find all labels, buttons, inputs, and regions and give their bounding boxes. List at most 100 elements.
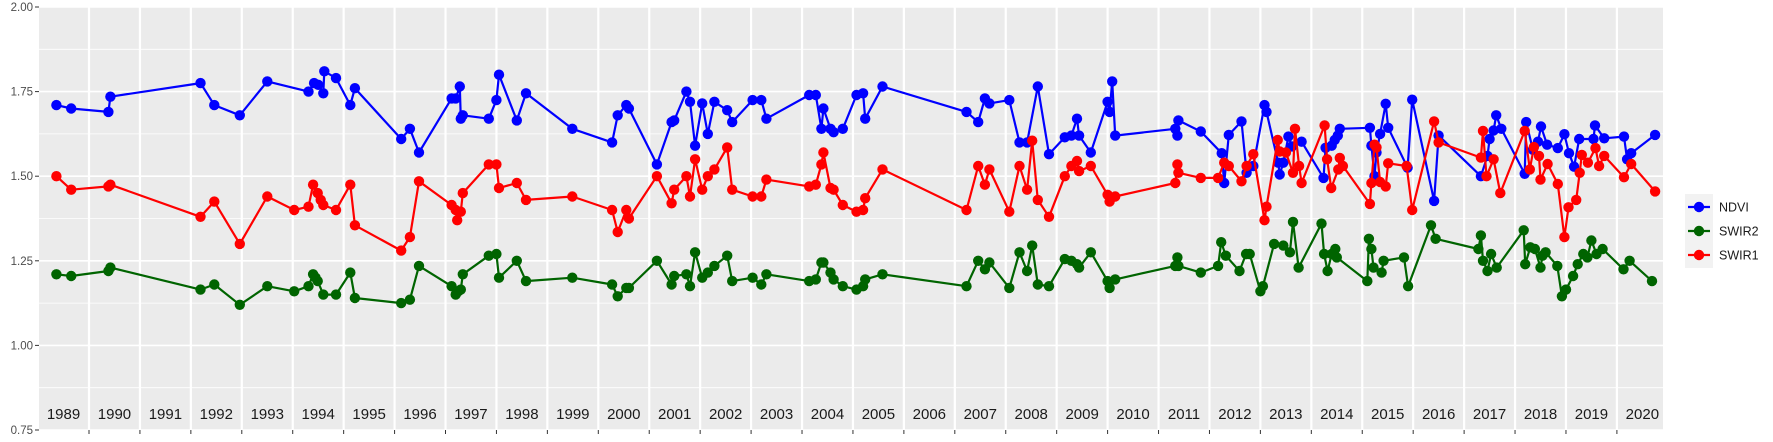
ndvi-point — [1588, 133, 1599, 145]
y-tick-label: 1.25 — [11, 256, 33, 268]
year-label: 1996 — [403, 406, 436, 423]
swir2-point — [1172, 252, 1183, 263]
swir1-point — [1173, 167, 1184, 178]
swir2-point — [961, 281, 972, 292]
swir2-point — [681, 269, 692, 280]
ndvi-point — [1563, 148, 1575, 159]
ndvi-point — [860, 113, 871, 124]
swir2-point — [722, 250, 733, 261]
swir2-point — [1425, 220, 1437, 231]
ndvi-point — [1535, 121, 1547, 132]
ndvi-point — [756, 94, 767, 106]
ndvi-point — [318, 88, 329, 99]
swir2-point — [520, 275, 532, 287]
swir2-point — [666, 279, 677, 290]
swir2-point — [877, 269, 888, 280]
ndvi-point — [727, 116, 738, 128]
legend-item-ndvi[interactable]: NDVI — [1688, 201, 1749, 215]
ndvi-point — [1102, 96, 1113, 108]
ndvi-point — [1334, 123, 1346, 134]
swir2-point — [1316, 218, 1327, 229]
swir1-point — [1337, 160, 1349, 172]
ndvi-point — [493, 69, 505, 80]
swir2-point — [1278, 240, 1289, 251]
ndvi-point — [491, 94, 502, 106]
swir1-point — [1261, 201, 1272, 212]
ndvi-point — [105, 91, 116, 102]
swir2-point — [606, 279, 618, 290]
swir1-point — [818, 147, 829, 158]
ndvi-point — [1071, 113, 1083, 124]
swir1-point — [1590, 142, 1601, 154]
swir1-point — [493, 182, 505, 194]
ndvi-point — [623, 103, 635, 114]
swir2-point — [828, 274, 839, 285]
swir2-point — [1195, 267, 1207, 278]
swir1-point — [511, 177, 522, 189]
ndvi-point — [1066, 130, 1077, 141]
legend[interactable]: NDVI SWIR2 SWIR1 — [1685, 194, 1759, 268]
swir2-point — [1624, 255, 1635, 266]
swir2-point — [1567, 270, 1579, 282]
ndvi-point — [1649, 129, 1661, 141]
swir2-point — [567, 272, 578, 283]
swir1-point — [1212, 172, 1224, 184]
swir2-point — [491, 248, 502, 260]
year-label: 2013 — [1269, 406, 1302, 423]
swir2-point — [1004, 282, 1015, 294]
swir2-point — [413, 260, 425, 272]
axes: 0.75 1.00 1.25 1.50 1.75 2.00 — [11, 2, 1618, 437]
ndvi-point — [761, 113, 772, 124]
swir1-point — [1380, 181, 1391, 192]
ndvi-point — [1407, 94, 1418, 105]
swir1-point — [1004, 206, 1015, 217]
swir2-point — [689, 247, 701, 258]
ndvi-point — [1073, 130, 1085, 141]
ndvi-point — [1559, 129, 1570, 140]
swir1-point — [1626, 158, 1637, 170]
swir2-point — [66, 270, 77, 282]
ndvi-point — [330, 72, 342, 84]
swir1-point — [961, 204, 972, 216]
ndvi-point — [396, 133, 407, 145]
year-label: 2019 — [1575, 406, 1608, 423]
legend-item-swir2[interactable]: SWIR2 — [1688, 225, 1759, 239]
ndvi-point — [1318, 172, 1329, 184]
swir2-point — [1014, 247, 1025, 258]
ndvi-point — [262, 76, 273, 87]
swir2-point — [1368, 262, 1379, 273]
swir1-point — [689, 154, 701, 165]
swir1-point — [709, 164, 720, 175]
ndvi-point — [457, 110, 468, 121]
swir1-point — [195, 211, 206, 222]
ndvi-point — [857, 88, 869, 99]
ndvi-point — [651, 159, 663, 170]
ndvi-point — [1110, 130, 1121, 141]
swir2-point — [1491, 262, 1502, 273]
swir2-point — [105, 262, 116, 273]
ndvi-point — [1014, 137, 1025, 148]
swir2-point — [1110, 274, 1121, 285]
swir2-point — [1582, 252, 1593, 263]
swir1-point — [1272, 134, 1283, 146]
swir1-point — [747, 191, 758, 202]
swir1-point — [404, 231, 416, 243]
swir1-point — [1542, 158, 1553, 170]
swir1-point — [837, 199, 848, 211]
swir1-point — [452, 215, 463, 226]
swir2-point — [404, 294, 416, 305]
swir1-point — [1170, 177, 1181, 189]
swir2-point — [1485, 248, 1497, 260]
swir2-point — [330, 289, 342, 300]
swir2-point — [209, 279, 220, 290]
ndvi-point — [612, 110, 623, 121]
swir1-point — [1073, 165, 1085, 177]
swir2-point — [651, 255, 663, 266]
legend-key-point-icon — [1693, 201, 1705, 213]
swir2-point — [1618, 264, 1629, 275]
swir1-point — [684, 191, 696, 202]
legend-item-swir1[interactable]: SWIR1 — [1688, 249, 1759, 263]
swir1-point — [1296, 177, 1307, 189]
swir1-point — [651, 171, 663, 182]
swir1-point — [349, 220, 361, 231]
